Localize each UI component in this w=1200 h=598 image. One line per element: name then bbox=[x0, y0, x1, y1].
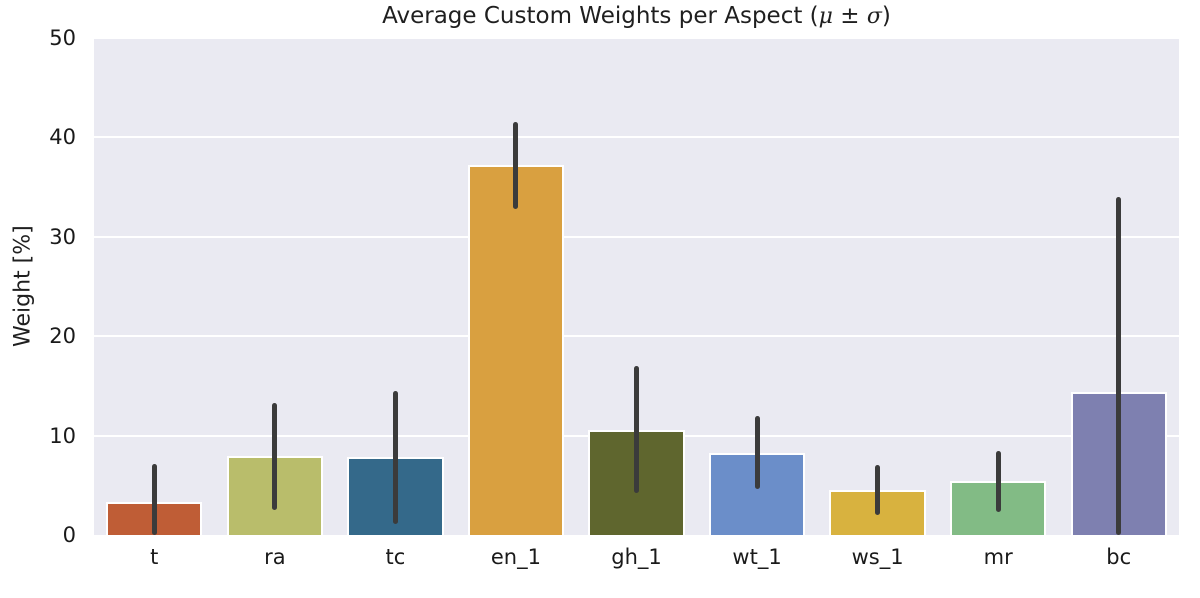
sigma-symbol: σ bbox=[866, 4, 882, 29]
errorbar-wt_1 bbox=[754, 415, 760, 490]
errorbar-en_1 bbox=[513, 121, 519, 209]
x-axis-ticks: t ra tc en_1 gh_1 wt_1 ws_1 mr bc bbox=[94, 545, 1179, 577]
chart-title-text: Average Custom Weights per Aspect ( bbox=[382, 3, 819, 29]
x-tick-label-wt_1: wt_1 bbox=[732, 545, 782, 569]
x-tick-label-mr: mr bbox=[983, 545, 1013, 569]
errorbar-ra bbox=[272, 402, 278, 511]
errorbar-ws_1 bbox=[875, 465, 881, 516]
x-tick-label-ws_1: ws_1 bbox=[851, 545, 904, 569]
y-tick-label-0: 0 bbox=[62, 523, 76, 547]
gridline-50 bbox=[94, 37, 1179, 39]
x-tick-label-tc: tc bbox=[385, 545, 406, 569]
x-tick-label-bc: bc bbox=[1106, 545, 1132, 569]
errorbar-mr bbox=[995, 450, 1001, 513]
errorbar-t bbox=[151, 464, 157, 535]
y-axis-ticks: 0 10 20 30 40 50 bbox=[0, 26, 86, 547]
mu-symbol: μ bbox=[818, 4, 833, 29]
plus-minus-symbol: ± bbox=[832, 3, 867, 29]
y-tick-label-40: 40 bbox=[49, 125, 76, 150]
x-tick-label-t: t bbox=[150, 545, 159, 569]
y-tick-label-50: 50 bbox=[49, 26, 76, 50]
x-tick-label-ra: ra bbox=[264, 545, 286, 569]
chart-title-close-paren: ) bbox=[881, 3, 891, 29]
chart-title: Average Custom Weights per Aspect (μ ± σ… bbox=[94, 3, 1179, 29]
y-tick-label-20: 20 bbox=[49, 324, 76, 349]
x-tick-label-en_1: en_1 bbox=[490, 545, 541, 569]
gridline-20 bbox=[94, 335, 1179, 338]
x-tick-label-gh_1: gh_1 bbox=[611, 545, 662, 569]
errorbar-bc bbox=[1116, 197, 1122, 535]
plot-area bbox=[94, 37, 1179, 535]
gridline-30 bbox=[94, 235, 1179, 238]
y-tick-label-30: 30 bbox=[49, 224, 76, 249]
gridline-40 bbox=[94, 136, 1179, 139]
y-tick-label-10: 10 bbox=[49, 423, 76, 448]
errorbar-tc bbox=[392, 390, 398, 525]
errorbar-gh_1 bbox=[634, 366, 639, 494]
bar-en_1 bbox=[467, 165, 565, 535]
